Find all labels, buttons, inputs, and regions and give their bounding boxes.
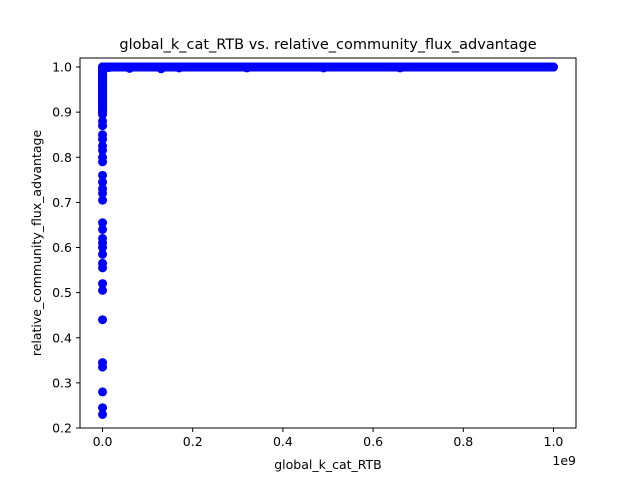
- scatter-point: [98, 249, 108, 259]
- scatter-point: [98, 141, 108, 151]
- scatter-point: [503, 62, 513, 72]
- x-tick-label: 0.4: [273, 434, 293, 449]
- axis-ticks: 0.0 0.2 0.4 0.6 0.8 1.0 0.2 0.3 0.4 0.5 0.6 0.7 0.8 0…: [52, 60, 563, 449]
- y-tick-label: 0.8: [52, 150, 72, 165]
- y-axis-label: relative_community_flux_advantage: [29, 130, 44, 357]
- x-tick-label: 0.8: [453, 434, 473, 449]
- data-points: [98, 62, 558, 419]
- scatter-point: [467, 62, 477, 72]
- y-tick-label: 0.4: [52, 330, 72, 345]
- y-tick-label: 0.7: [52, 195, 72, 210]
- scatter-point: [143, 62, 153, 72]
- plot-frame: [79, 57, 577, 429]
- scatter-point: [98, 279, 108, 289]
- scatter-point: [287, 62, 297, 72]
- scatter-point: [494, 62, 504, 72]
- scatter-point: [104, 62, 114, 72]
- scatter-point: [395, 63, 405, 73]
- scatter-point: [449, 62, 459, 72]
- x-axis-label: global_k_cat_RTB: [274, 457, 382, 472]
- y-tick-label: 0.2: [52, 421, 72, 436]
- scatter-point: [512, 62, 522, 72]
- scatter-point: [539, 62, 549, 72]
- scatter-point: [422, 62, 432, 72]
- scatter-point: [296, 62, 306, 72]
- scatter-point: [242, 63, 252, 73]
- scatter-point: [98, 285, 108, 295]
- scatter-point: [197, 62, 207, 72]
- scatter-point: [98, 403, 108, 413]
- scatter-point: [386, 62, 396, 72]
- scatter-point: [206, 62, 216, 72]
- y-tick-label: 0.3: [52, 375, 72, 390]
- scatter-point: [431, 62, 441, 72]
- y-tick-label: 0.6: [52, 240, 72, 255]
- scatter-point: [98, 170, 108, 180]
- scatter-point: [156, 64, 166, 74]
- scatter-point: [332, 62, 342, 72]
- scatter-point: [134, 62, 144, 72]
- scatter-point: [318, 63, 328, 73]
- scatter-point: [521, 62, 531, 72]
- scatter-point: [404, 62, 414, 72]
- scatter-point: [224, 62, 234, 72]
- chart-title: global_k_cat_RTB vs. relative_community_…: [119, 37, 536, 53]
- scatter-point: [341, 62, 351, 72]
- scatter-point: [98, 177, 108, 187]
- scatter-point: [485, 62, 495, 72]
- x-tick-label: 0.0: [93, 434, 113, 449]
- scatter-point: [174, 63, 184, 73]
- scatter-point: [350, 62, 360, 72]
- y-tick-label: 1.0: [52, 60, 72, 75]
- scatter-point: [98, 315, 108, 325]
- scatter-point: [476, 62, 486, 72]
- scatter-point: [98, 184, 108, 194]
- scatter-point: [215, 62, 225, 72]
- scatter-point: [98, 233, 108, 243]
- scatter-point: [98, 218, 108, 228]
- scatter-point: [125, 63, 135, 73]
- scatter-point: [377, 62, 387, 72]
- scatter-point: [233, 62, 243, 72]
- x-axis-offset-label: 1e9: [552, 453, 576, 468]
- scatter-point: [458, 62, 468, 72]
- scatter-point: [530, 62, 540, 72]
- scatter-point: [98, 116, 108, 126]
- scatter-point: [440, 62, 450, 72]
- scatter-point: [359, 62, 369, 72]
- x-tick-label: 0.2: [183, 434, 203, 449]
- scatter-point: [305, 62, 315, 72]
- scatter-point: [98, 195, 108, 205]
- scatter-point: [368, 62, 378, 72]
- scatter-point: [260, 62, 270, 72]
- scatter-point: [413, 62, 423, 72]
- scatter-point: [98, 358, 108, 368]
- x-tick-label: 1.0: [544, 434, 564, 449]
- scatter-point: [269, 62, 279, 72]
- scatter-point: [278, 62, 288, 72]
- y-tick-label: 0.5: [52, 285, 72, 300]
- scatter-point: [251, 62, 261, 72]
- scatter-point: [98, 130, 108, 140]
- scatter-point: [98, 258, 108, 268]
- scatter-point: [188, 62, 198, 72]
- scatter-point: [548, 62, 558, 72]
- scatter-point: [116, 62, 126, 72]
- x-tick-label: 0.6: [363, 434, 383, 449]
- scatter-point: [98, 224, 108, 234]
- scatter-point: [98, 409, 108, 419]
- scatter-point: [98, 387, 108, 397]
- scatter-point: [98, 152, 108, 162]
- y-tick-label: 0.9: [52, 105, 72, 120]
